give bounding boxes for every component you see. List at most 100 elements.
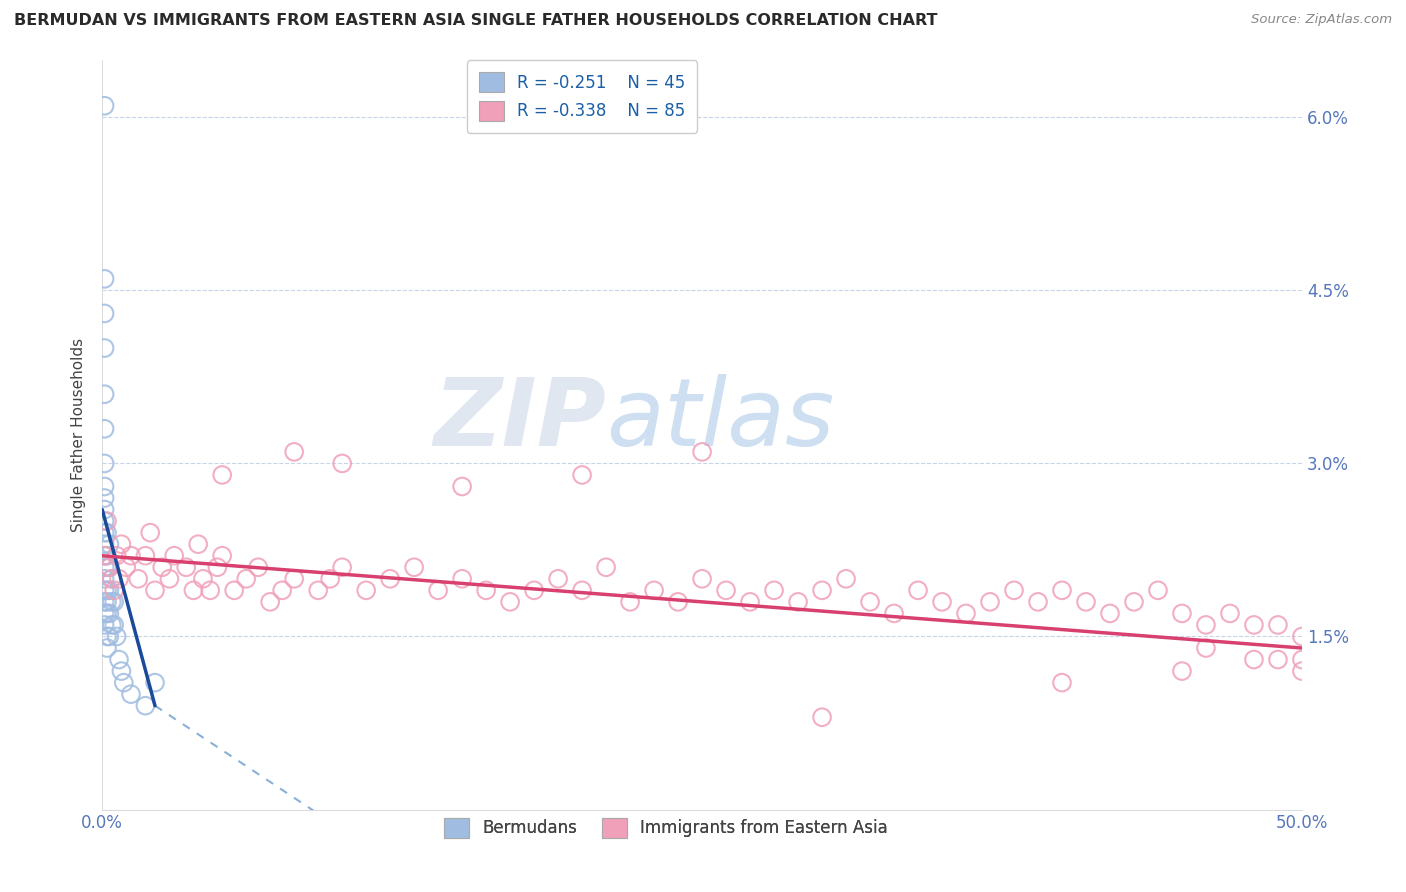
Point: [96, 525, 118, 540]
Point: [330, 457, 353, 471]
Text: Source: ZipAtlas.com: Source: ZipAtlas.com: [1251, 13, 1392, 27]
Point: [1243, 618, 1265, 632]
Point: [404, 560, 426, 574]
Point: [907, 583, 929, 598]
Point: [143, 583, 166, 598]
Point: [139, 525, 162, 540]
Point: [955, 607, 977, 621]
Point: [93, 583, 115, 598]
Point: [93, 479, 115, 493]
Point: [247, 560, 270, 574]
Point: [451, 479, 474, 493]
Point: [643, 583, 665, 598]
Point: [1002, 583, 1025, 598]
Point: [127, 572, 149, 586]
Point: [259, 595, 281, 609]
Point: [319, 572, 342, 586]
Point: [98, 560, 121, 574]
Point: [666, 595, 689, 609]
Point: [93, 525, 115, 540]
Point: [96, 560, 118, 574]
Point: [235, 572, 257, 586]
Point: [523, 583, 546, 598]
Point: [105, 630, 128, 644]
Point: [1123, 595, 1146, 609]
Point: [1219, 607, 1241, 621]
Point: [1243, 652, 1265, 666]
Point: [738, 595, 761, 609]
Point: [110, 537, 132, 551]
Point: [619, 595, 641, 609]
Point: [143, 675, 166, 690]
Point: [101, 595, 124, 609]
Text: ZIP: ZIP: [433, 374, 606, 466]
Point: [1171, 607, 1194, 621]
Point: [183, 583, 205, 598]
Point: [835, 572, 858, 586]
Point: [93, 607, 115, 621]
Point: [378, 572, 401, 586]
Point: [93, 595, 115, 609]
Point: [96, 640, 118, 655]
Point: [174, 560, 197, 574]
Point: [224, 583, 246, 598]
Point: [120, 687, 142, 701]
Point: [1195, 618, 1218, 632]
Point: [93, 502, 115, 516]
Point: [93, 491, 115, 505]
Point: [811, 583, 834, 598]
Point: [93, 272, 115, 286]
Point: [96, 549, 118, 563]
Point: [931, 595, 953, 609]
Point: [283, 445, 305, 459]
Point: [93, 341, 115, 355]
Point: [187, 537, 209, 551]
Point: [571, 467, 593, 482]
Point: [98, 630, 121, 644]
Point: [93, 514, 115, 528]
Point: [811, 710, 834, 724]
Point: [115, 560, 138, 574]
Point: [112, 675, 135, 690]
Point: [211, 467, 233, 482]
Point: [96, 514, 118, 528]
Point: [690, 445, 713, 459]
Point: [93, 457, 115, 471]
Point: [105, 549, 128, 563]
Point: [714, 583, 737, 598]
Text: BERMUDAN VS IMMIGRANTS FROM EASTERN ASIA SINGLE FATHER HOUSEHOLDS CORRELATION CH: BERMUDAN VS IMMIGRANTS FROM EASTERN ASIA…: [14, 13, 938, 29]
Point: [96, 595, 118, 609]
Point: [93, 387, 115, 401]
Point: [1074, 595, 1097, 609]
Legend: Bermudans, Immigrants from Eastern Asia: Bermudans, Immigrants from Eastern Asia: [436, 809, 897, 847]
Point: [1195, 640, 1218, 655]
Point: [103, 583, 125, 598]
Y-axis label: Single Father Households: Single Father Households: [72, 337, 86, 532]
Point: [547, 572, 569, 586]
Point: [103, 618, 125, 632]
Point: [763, 583, 786, 598]
Text: atlas: atlas: [606, 374, 834, 465]
Point: [1147, 583, 1170, 598]
Point: [499, 595, 522, 609]
Point: [1050, 583, 1073, 598]
Point: [93, 306, 115, 320]
Point: [98, 560, 121, 574]
Point: [93, 572, 115, 586]
Point: [1291, 664, 1313, 678]
Point: [859, 595, 882, 609]
Point: [1291, 630, 1313, 644]
Point: [134, 549, 156, 563]
Point: [1171, 664, 1194, 678]
Point: [1098, 607, 1121, 621]
Point: [101, 572, 124, 586]
Point: [283, 572, 305, 586]
Point: [98, 537, 121, 551]
Point: [191, 572, 214, 586]
Point: [110, 664, 132, 678]
Point: [595, 560, 617, 574]
Point: [1026, 595, 1049, 609]
Point: [1291, 652, 1313, 666]
Point: [163, 549, 186, 563]
Point: [330, 560, 353, 574]
